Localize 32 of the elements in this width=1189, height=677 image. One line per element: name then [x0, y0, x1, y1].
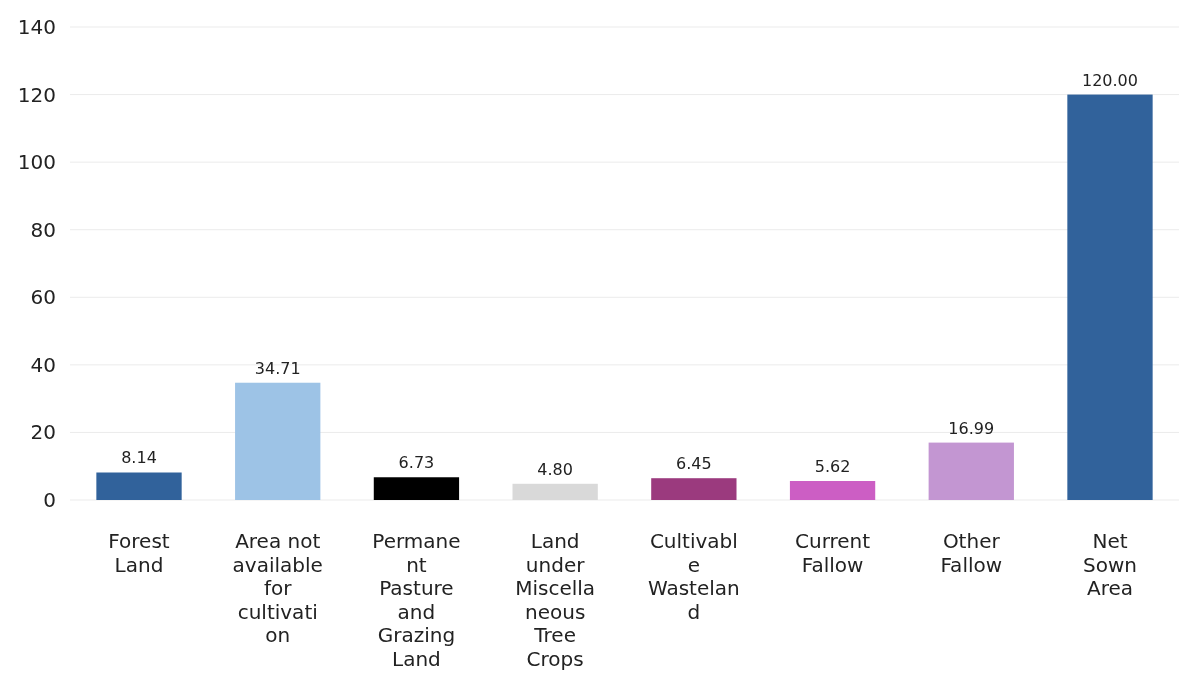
- y-tick-label: 80: [30, 217, 56, 242]
- data-label: 120.00: [1082, 70, 1138, 90]
- y-tick-label: 20: [30, 420, 56, 445]
- x-tick-label: Area not available for cultivation: [232, 529, 323, 647]
- data-label: 6.73: [398, 453, 435, 473]
- bar: [651, 478, 737, 500]
- y-tick-label: 100: [17, 150, 56, 175]
- y-tick-label: 60: [30, 285, 56, 310]
- x-tick-label: Net Sown Area: [1083, 529, 1137, 600]
- data-label: 4.80: [537, 459, 573, 479]
- bar: [512, 483, 598, 500]
- bar: [1067, 94, 1153, 500]
- data-label: 8.14: [121, 448, 157, 468]
- data-label: 6.45: [676, 454, 712, 474]
- y-tick-label: 40: [30, 352, 56, 377]
- bar: [235, 382, 321, 500]
- data-label: 34.71: [254, 358, 301, 378]
- y-tick-label: 140: [17, 15, 56, 39]
- x-tick-label: Cultivable Wasteland: [647, 529, 740, 624]
- y-tick-label: 120: [17, 82, 56, 107]
- data-label: 5.62: [814, 457, 851, 477]
- y-tick-label: 0: [43, 488, 56, 512]
- data-label: 16.99: [948, 418, 995, 438]
- x-tick-label: Other Fallow: [940, 529, 1003, 577]
- x-tick-label: Forest Land: [108, 529, 170, 577]
- x-tick-label: Current Fallow: [795, 529, 871, 577]
- x-tick-label: Permanent Pasture and Grazing Land: [372, 529, 461, 671]
- bar: [789, 481, 876, 500]
- x-tick-label: Land under Miscellaneous Tree Crops: [515, 529, 596, 671]
- bar: [96, 472, 182, 500]
- bar: [928, 442, 1014, 500]
- bar: [373, 477, 460, 500]
